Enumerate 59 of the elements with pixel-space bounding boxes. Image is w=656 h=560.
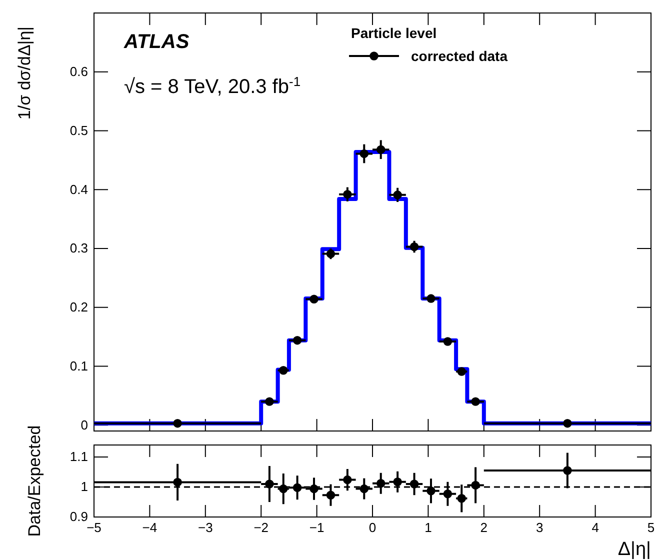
point <box>410 480 419 488</box>
x-tick-label: 1 <box>424 520 432 536</box>
y-tick-label: 0.3 <box>70 240 88 256</box>
y-tick-label: 0.1 <box>70 358 88 374</box>
point <box>265 397 274 406</box>
point <box>173 418 182 428</box>
point <box>292 336 302 345</box>
point <box>471 480 480 490</box>
x-tick-label: 5 <box>647 520 655 536</box>
point <box>426 294 436 303</box>
y-tick-label: 1.1 <box>70 449 88 464</box>
point <box>310 484 318 494</box>
point <box>410 242 419 252</box>
y-tick-label: 0.2 <box>70 300 88 315</box>
point <box>563 466 572 475</box>
point <box>426 486 436 496</box>
y-tick-label: 0.6 <box>70 64 88 80</box>
point <box>393 190 402 200</box>
point <box>443 337 452 346</box>
point <box>326 490 336 500</box>
point <box>443 490 452 498</box>
point <box>343 190 352 199</box>
annotation: √s = 8 TeV, 20.3 fb$^{-1}$ <box>124 74 301 98</box>
point <box>279 366 288 375</box>
point <box>326 249 336 258</box>
point <box>310 294 318 304</box>
y-tick-label: 0.4 <box>70 182 88 197</box>
x-tick-label: 3 <box>536 520 544 536</box>
annotation: ATLAS <box>123 31 190 53</box>
y-tick-label: 0.5 <box>70 122 88 138</box>
point <box>292 483 302 492</box>
point <box>360 149 369 158</box>
x-tick-label: 2 <box>480 520 488 536</box>
point <box>471 397 480 406</box>
point <box>360 484 369 494</box>
point <box>265 480 274 488</box>
x-tick-label: −4 <box>142 520 158 536</box>
x-tick-label: −3 <box>198 520 213 536</box>
y-axis-title: 1/σ dσ/dΔ|η| <box>15 26 34 120</box>
x-tick-label: −2 <box>254 520 269 536</box>
y-axis-title: Data/Expected <box>25 425 44 537</box>
x-tick-label: −5 <box>86 520 102 536</box>
point <box>376 479 386 488</box>
x-tick-label: 0 <box>368 520 376 536</box>
point <box>457 494 466 503</box>
point <box>376 145 386 154</box>
y-tick-label: 1 <box>80 479 88 494</box>
point <box>457 367 466 376</box>
point <box>173 478 182 487</box>
point <box>393 478 402 486</box>
y-tick-label: 0.9 <box>70 509 88 524</box>
y-tick-label: 0 <box>80 417 88 432</box>
legend-title: Particle level <box>351 25 437 41</box>
point <box>343 475 352 484</box>
legend-label: corrected data <box>411 48 508 64</box>
x-tick-label: 4 <box>592 520 599 536</box>
x-axis-title: Δ|η| <box>618 539 651 560</box>
point <box>563 418 572 428</box>
x-tick-label: −1 <box>309 520 324 536</box>
